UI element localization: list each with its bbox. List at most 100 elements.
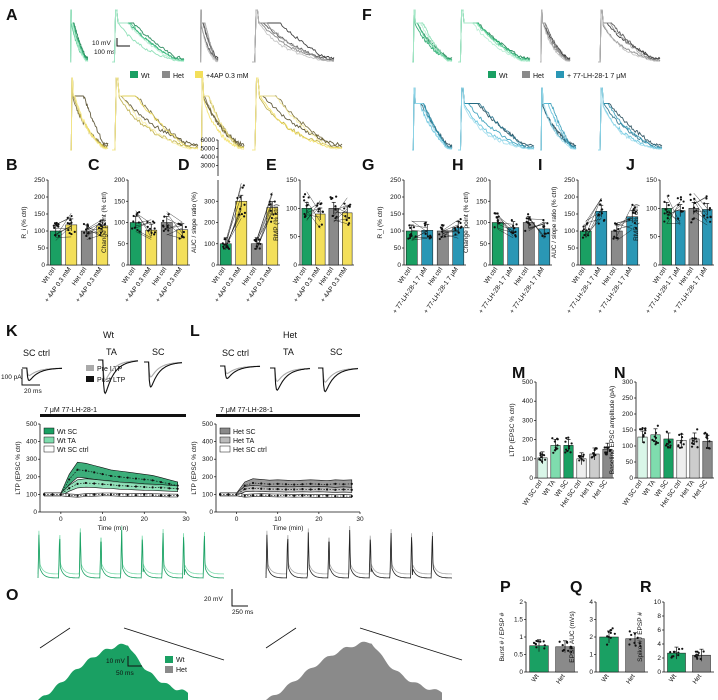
ap-trace [70, 77, 109, 151]
ltp-point [143, 478, 146, 481]
panel-label-d: D [178, 157, 190, 174]
data-point [693, 437, 696, 440]
paired-line [411, 236, 428, 239]
data-point [582, 228, 585, 231]
data-point [567, 445, 571, 448]
bar-0 [637, 436, 648, 479]
y-tick-label: 200 [202, 474, 213, 481]
panel-label-j: J [626, 157, 635, 174]
paired-line [693, 216, 708, 226]
data-point [146, 220, 149, 224]
paired-line [225, 186, 242, 242]
ltp-point [134, 477, 138, 480]
y-tick-label: 0 [483, 262, 487, 269]
paired-line [135, 231, 152, 240]
data-point [99, 231, 103, 234]
y-axis-label: AUC / slope ratio (%) [191, 192, 198, 253]
paired-line [225, 196, 242, 242]
scalebar-k-pa: 100 pA [1, 374, 22, 381]
y-tick-label: 400 [26, 439, 37, 446]
paired-line [666, 195, 681, 224]
data-point [689, 193, 692, 196]
data-point [274, 212, 277, 215]
scalebar-k-ms: 20 ms [24, 388, 42, 395]
ap-trace [70, 9, 89, 63]
epsc-pre-5 [318, 367, 358, 383]
data-point [609, 449, 612, 452]
paired-line [55, 225, 72, 235]
paired-line [497, 222, 514, 225]
paired-line [166, 221, 183, 231]
ap-trace [252, 9, 335, 63]
paired-line [256, 204, 273, 249]
y-tick-label: 0 [657, 669, 661, 676]
data-point [440, 228, 444, 231]
data-point [182, 236, 185, 239]
ap-trace [458, 9, 530, 63]
data-point [593, 448, 596, 452]
data-point [605, 446, 608, 449]
y-tick-label: 250 [34, 177, 45, 184]
data-point [690, 221, 693, 224]
data-point [182, 230, 185, 234]
ap-trace [540, 9, 570, 63]
data-point [681, 210, 684, 213]
ltp-point [151, 494, 154, 497]
burst-trace-wt-1 [37, 525, 224, 575]
ltp-point [159, 494, 163, 497]
ltp-point [118, 475, 121, 478]
data-point [542, 218, 545, 222]
data-point [133, 226, 136, 229]
data-point [73, 230, 76, 233]
paired-line [256, 194, 273, 240]
ltp-point [84, 469, 87, 472]
drug-bar-l-label: 7 μM 77-LH-28-1 [220, 407, 273, 414]
data-point [69, 218, 72, 222]
x-tick-label: 0 [235, 516, 239, 523]
data-point [651, 438, 654, 441]
y-tick-label: 200 [522, 437, 533, 444]
ltp-point [126, 493, 129, 497]
data-point [569, 451, 572, 454]
ap-trace [70, 9, 89, 63]
data-point [424, 224, 427, 227]
data-point [68, 222, 71, 225]
legend-a-het: Het [173, 73, 184, 80]
data-point [681, 206, 685, 210]
data-point [57, 234, 60, 237]
data-point [696, 446, 699, 449]
data-point [561, 643, 564, 647]
data-point [709, 216, 712, 219]
ap-trace [540, 87, 577, 151]
data-point [514, 234, 517, 237]
scalebar-a-ms: 100 ms [94, 49, 116, 56]
data-point [633, 632, 637, 635]
data-point [680, 432, 683, 435]
data-point [692, 206, 696, 209]
y-tick-label: 100 [476, 220, 487, 227]
legend-k-pre-swatch [86, 365, 94, 371]
x-tick-label: 10 [274, 516, 282, 523]
data-point [554, 446, 557, 449]
data-point [667, 439, 670, 443]
y-tick-label: 300 [622, 379, 633, 386]
data-point [695, 655, 698, 659]
y-tick-label: 1 [519, 634, 523, 641]
y-tick-label: 200 [34, 194, 45, 201]
y-axis-label: RMP (% ctrl) [633, 204, 640, 241]
ltp-point [334, 495, 337, 498]
data-point [429, 235, 432, 239]
ap-trace [252, 77, 343, 151]
data-point [551, 437, 554, 440]
legend-k-post: Post LTP [97, 377, 126, 384]
data-point [304, 214, 307, 217]
epsc-post-0 [22, 367, 63, 382]
data-point [495, 216, 498, 219]
paired-line [528, 223, 545, 228]
data-point [680, 436, 684, 439]
data-point [598, 203, 602, 206]
data-point [705, 446, 709, 450]
ltp-point [143, 485, 146, 489]
data-point [556, 438, 559, 441]
